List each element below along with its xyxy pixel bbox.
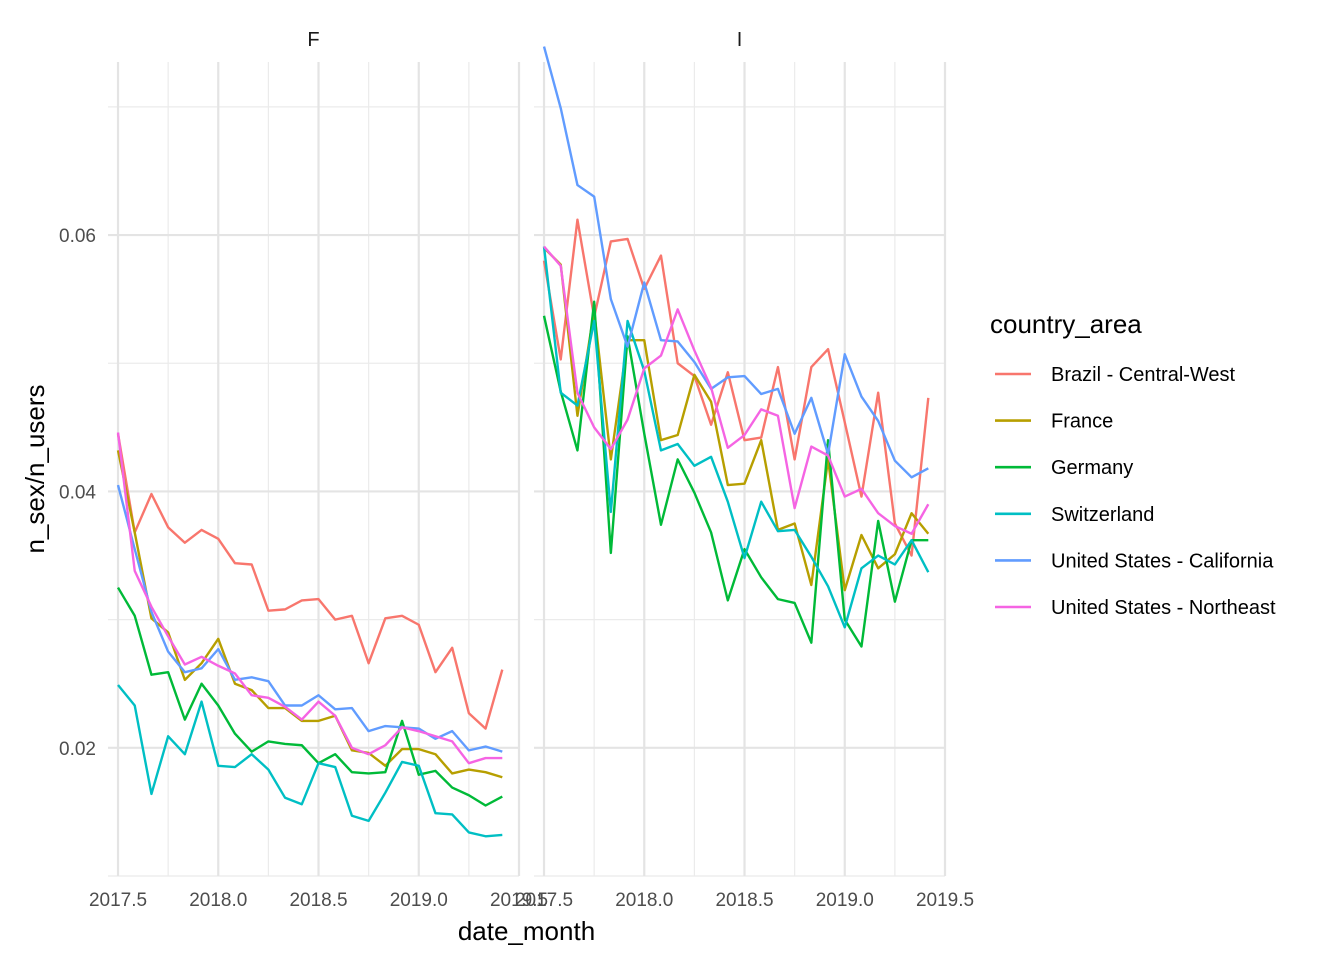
y-axis-title: n_sex/n_users	[20, 384, 50, 553]
x-tick-label: 2018.0	[615, 890, 673, 911]
legend-title: country_area	[990, 309, 1142, 339]
series-line-united-states-northeast	[543, 245, 930, 535]
legend-label: Brazil - Central-West	[1051, 364, 1236, 386]
x-axis-title: date_month	[458, 916, 595, 946]
legend-label: Germany	[1051, 457, 1133, 479]
legend-item: Germany	[995, 457, 1133, 479]
series-line-germany	[116, 586, 503, 807]
series-line-united-states-california	[542, 46, 929, 479]
x-tick-label: 2017.5	[89, 890, 147, 911]
legend-item: United States - California	[995, 550, 1274, 572]
x-tick-label: 2017.5	[515, 890, 573, 911]
series-line-germany	[542, 300, 929, 648]
x-tick-label: 2019.5	[490, 890, 548, 911]
y-tick-label: 0.02	[59, 739, 96, 760]
series-line-switzerland	[542, 246, 930, 629]
x-tick-label: 2018.5	[289, 890, 347, 911]
x-tick-label: 2019.0	[390, 890, 448, 911]
series-line-france	[543, 247, 930, 592]
y-axis: 0.02 0.04 0.06	[59, 226, 96, 760]
facet-panel-f: 2017.5 2018.0 2018.5 2019.0 2019.5 F	[89, 29, 548, 911]
legend-item: France	[995, 411, 1113, 433]
legend-label: United States - Northeast	[1051, 597, 1276, 619]
x-tick-label: 2018.5	[715, 890, 773, 911]
series-line-united-states-northeast	[116, 432, 503, 765]
series-line-france	[116, 450, 503, 779]
y-tick-label: 0.04	[59, 482, 96, 503]
facet-panel-i: 2017.5 2018.0 2018.5 2019.0 2019.5 I	[515, 29, 974, 911]
facet-strip-label: I	[737, 29, 743, 51]
series-line-switzerland	[117, 684, 503, 838]
x-tick-label: 2018.0	[189, 890, 247, 911]
legend-label: Switzerland	[1051, 504, 1154, 526]
legend: country_area Brazil - Central-West France…	[990, 309, 1276, 619]
x-tick-label: 2019.0	[816, 890, 874, 911]
legend-label: France	[1051, 411, 1113, 433]
series-line-brazil-central-west	[116, 433, 504, 730]
x-tick-label: 2019.5	[916, 890, 974, 911]
series-line-brazil-central-west	[542, 218, 930, 557]
legend-item: United States - Northeast	[995, 597, 1276, 619]
legend-label: United States - California	[1051, 550, 1274, 572]
legend-item: Switzerland	[995, 504, 1154, 526]
facet-strip-label: F	[307, 29, 319, 51]
legend-item: Brazil - Central-West	[995, 364, 1236, 386]
y-tick-label: 0.06	[59, 226, 96, 247]
